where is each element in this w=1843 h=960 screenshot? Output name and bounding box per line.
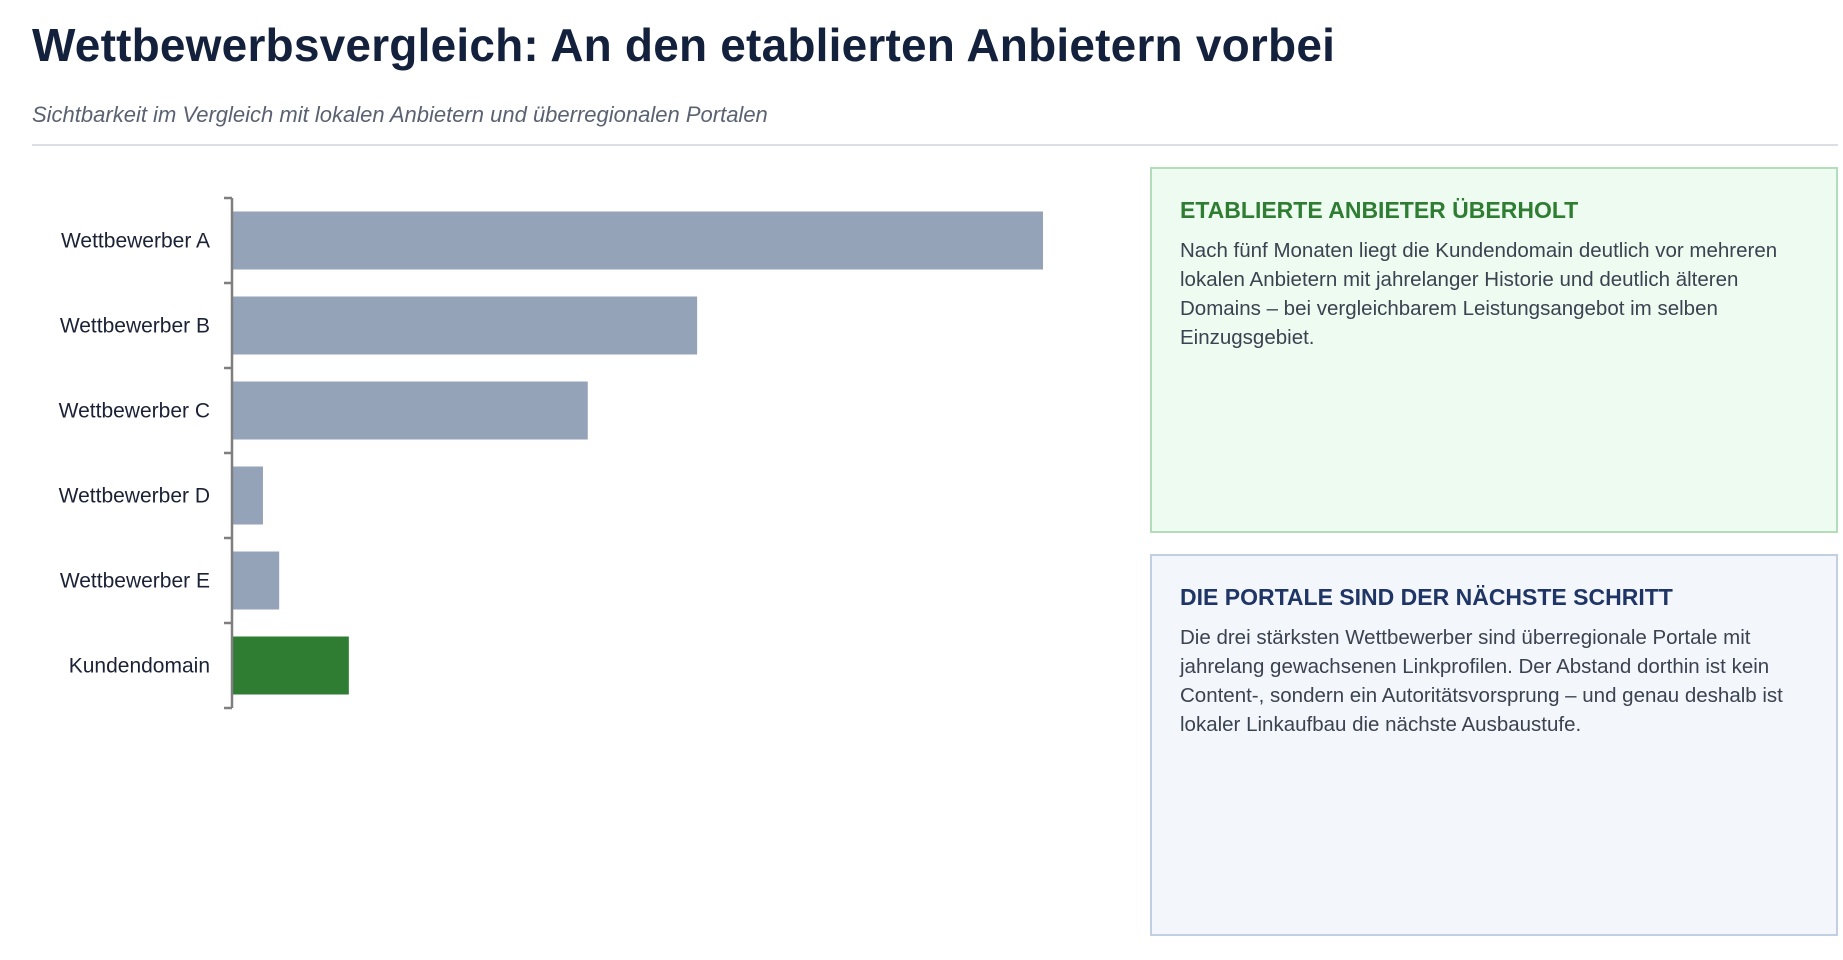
category-label: Wettbewerber A [61,230,210,253]
category-label: Wettbewerber E [60,570,210,593]
bar-wettbewerber-c [233,381,588,440]
insight-card-next-step-title: DIE PORTALE SIND DER NÄCHSTE SCHRITT [1180,584,1673,610]
category-label: Wettbewerber B [60,315,210,338]
chart-bars [233,211,1043,695]
bar-wettbewerber-e [233,551,280,610]
category-label: Wettbewerber C [59,400,210,423]
bar-kundendomain [233,636,349,695]
page-subtitle: Sichtbarkeit im Vergleich mit lokalen An… [32,102,768,127]
insight-card-next-step-body: Die drei stärksten Wettbewerber sind übe… [1180,626,1783,736]
page-title: Wettbewerbsvergleich: An den etablierten… [32,19,1336,71]
bar-wettbewerber-a [233,211,1043,270]
category-label: Wettbewerber D [59,485,210,508]
insight-card-overtaken: ETABLIERTE ANBIETER ÜBERHOLT Nach fünf M… [1150,167,1838,533]
insight-card-overtaken-body: Nach fünf Monaten liegt die Kundendomain… [1180,239,1778,349]
chart-y-axis [224,196,234,710]
chart-category-labels: Wettbewerber A Wettbewerber B Wettbewerber… [59,230,210,678]
bar-wettbewerber-b [233,296,698,355]
insight-card-next-step: DIE PORTALE SIND DER NÄCHSTE SCHRITT Die… [1150,554,1838,936]
bar-wettbewerber-d [233,466,263,525]
insight-card-overtaken-title: ETABLIERTE ANBIETER ÜBERHOLT [1180,197,1579,223]
competitor-bar-chart: Wettbewerber A Wettbewerber B Wettbewerber… [59,196,1043,710]
category-label: Kundendomain [69,655,210,678]
header-divider [32,144,1838,146]
